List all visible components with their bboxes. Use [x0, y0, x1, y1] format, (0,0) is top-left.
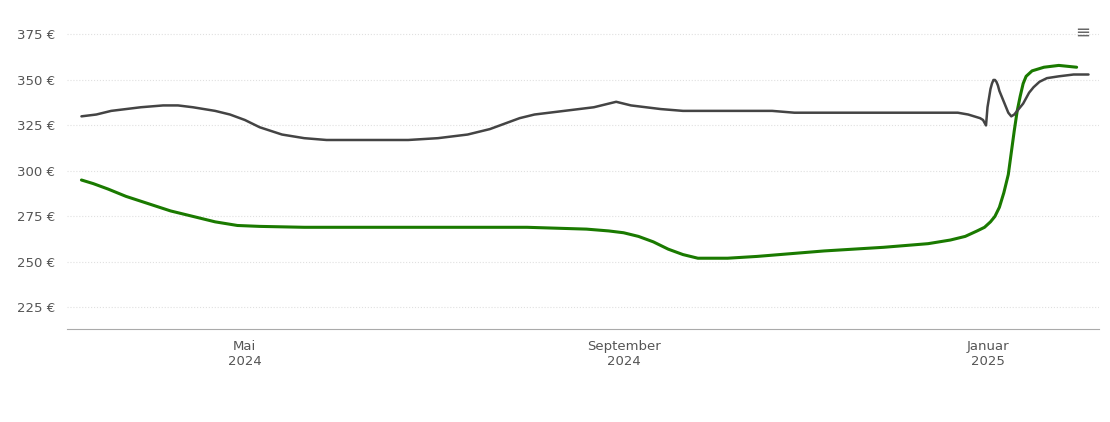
Text: ≡: ≡: [1074, 23, 1090, 41]
Legend: lose Ware, Sackware: lose Ware, Sackware: [463, 419, 703, 422]
